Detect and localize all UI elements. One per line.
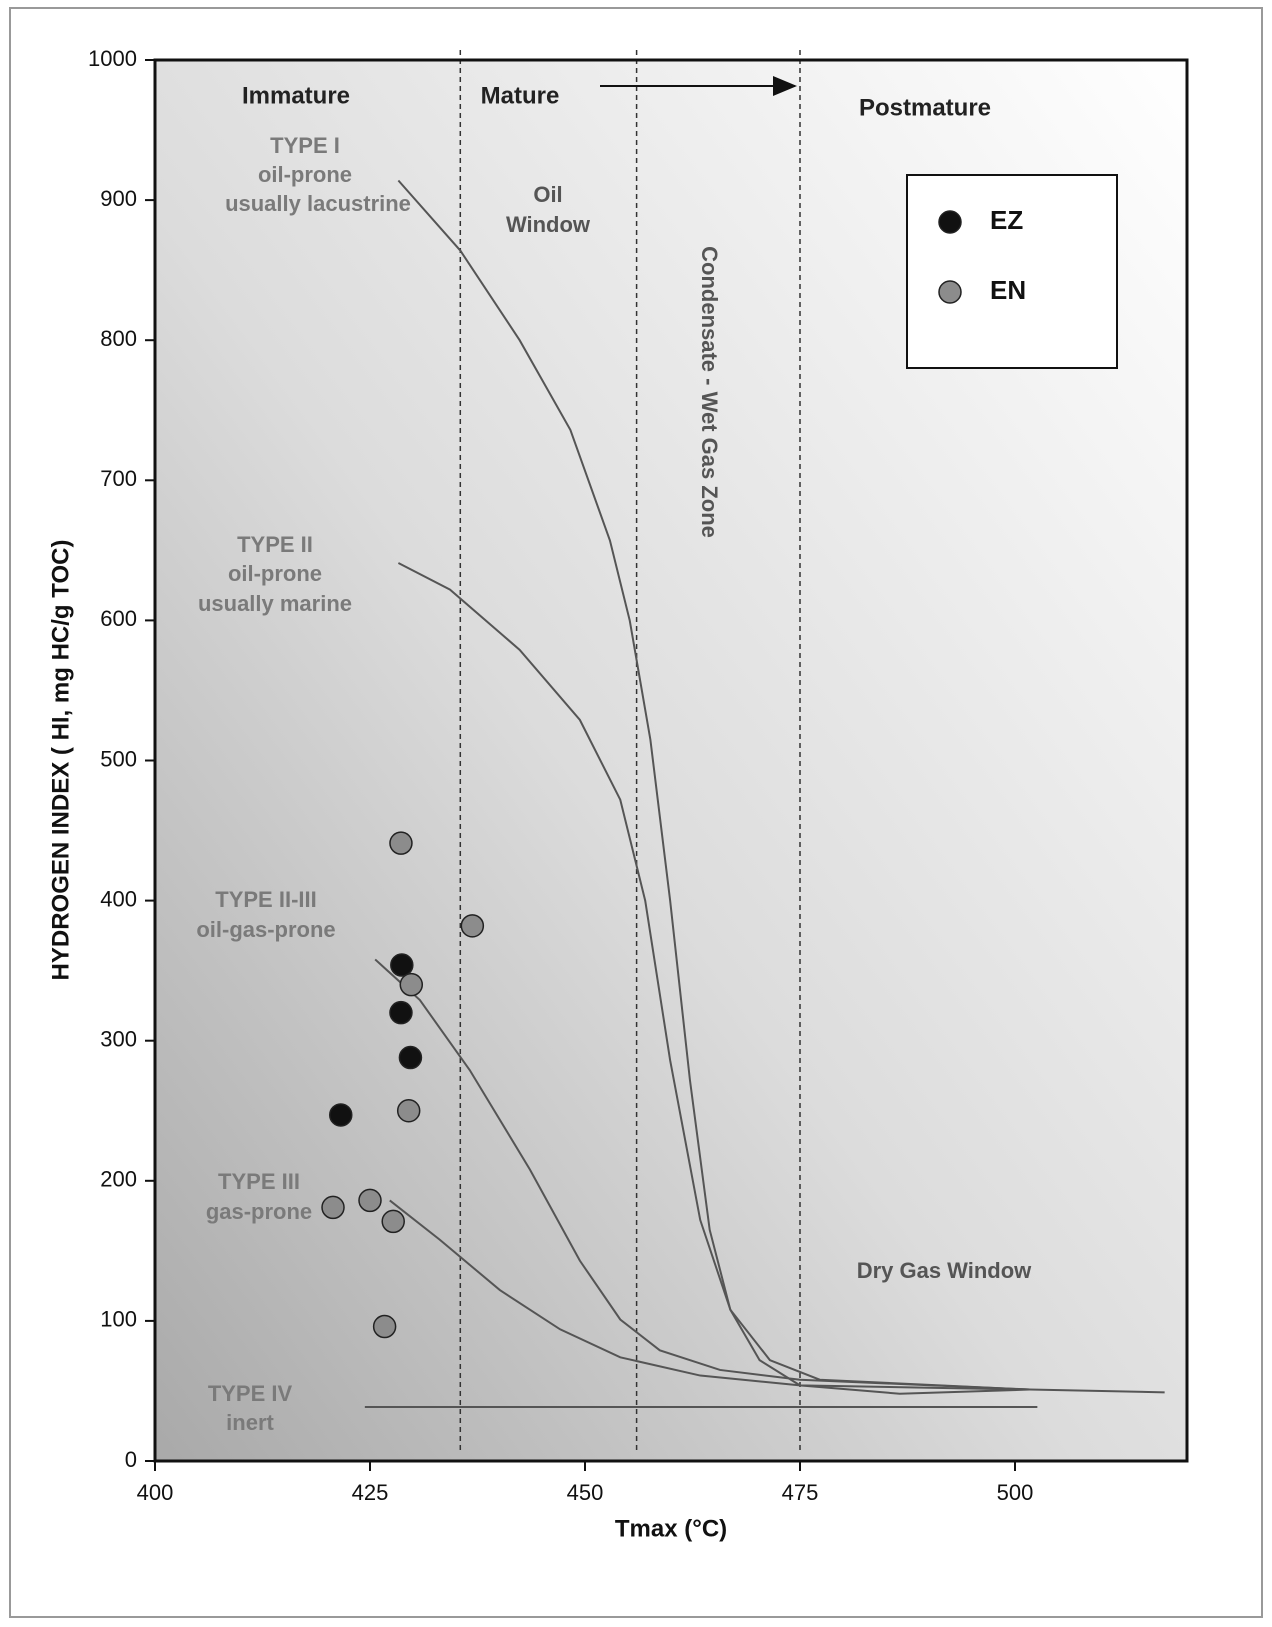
annotation: Immature (242, 82, 350, 109)
annotation: TYPE II (237, 532, 313, 557)
annotation: Condensate - Wet Gas Zone (697, 246, 722, 538)
annotation: Oil (533, 182, 562, 207)
y-tick-label: 300 (100, 1027, 137, 1052)
kerogen-curve (397, 179, 1030, 1395)
data-point (381, 1209, 405, 1234)
annotation: oil-gas-prone (196, 917, 335, 942)
kerogen-curve (389, 1199, 1165, 1394)
y-tick-label: 500 (100, 746, 137, 771)
y-tick-label: 400 (100, 886, 137, 911)
data-point (321, 1195, 345, 1220)
annotation: oil-prone (228, 561, 322, 586)
y-tick-label: 0 (125, 1447, 137, 1472)
y-tick-label: 700 (100, 466, 137, 491)
annotation: oil-prone (258, 162, 352, 187)
plot-border (153, 58, 1189, 1463)
legend-label: EZ (990, 205, 1023, 235)
legend-label: EN (990, 275, 1026, 305)
data-point (398, 1045, 423, 1070)
data-point (358, 1188, 382, 1213)
y-tick-label: 800 (100, 326, 137, 351)
annotation: TYPE I (270, 133, 340, 158)
kerogen-curve (397, 562, 1030, 1391)
legend-box (906, 174, 1118, 369)
annotation: Postmature (859, 94, 991, 121)
data-point (399, 972, 424, 997)
annotation: TYPE II-III (215, 887, 316, 912)
annotation: inert (226, 1410, 274, 1435)
x-tick-label: 400 (137, 1480, 174, 1505)
legend-marker (938, 210, 962, 234)
x-tick-label: 450 (567, 1480, 604, 1505)
x-tick-label: 475 (782, 1480, 819, 1505)
annotation: Window (506, 212, 591, 237)
annotation: TYPE IV (208, 1381, 293, 1406)
legend-marker (938, 280, 962, 304)
y-axis-title: HYDROGEN INDEX ( HI, mg HC/g TOC) (47, 540, 74, 981)
annotation: usually marine (198, 591, 352, 616)
x-tick-label: 425 (352, 1480, 389, 1505)
y-tick-label: 600 (100, 606, 137, 631)
y-tick-label: 1000 (88, 46, 137, 71)
x-axis-title: Tmax (°C) (615, 1515, 727, 1542)
y-tick-label: 900 (100, 186, 137, 211)
y-tick-label: 100 (100, 1307, 137, 1332)
x-tick-label: 500 (997, 1480, 1034, 1505)
y-tick-label: 200 (100, 1167, 137, 1192)
data-point (389, 831, 413, 855)
data-point (390, 953, 414, 977)
data-point (460, 914, 485, 938)
data-point (372, 1314, 397, 1339)
annotation: gas-prone (206, 1199, 312, 1224)
data-point (389, 1000, 413, 1025)
annotation: Dry Gas Window (857, 1258, 1032, 1283)
data-point (329, 1103, 353, 1127)
data-point (396, 1099, 421, 1123)
annotation: Mature (481, 82, 560, 109)
kerogen-curve (374, 958, 1030, 1391)
annotation: usually lacustrine (225, 191, 411, 216)
annotation: TYPE III (218, 1169, 300, 1194)
